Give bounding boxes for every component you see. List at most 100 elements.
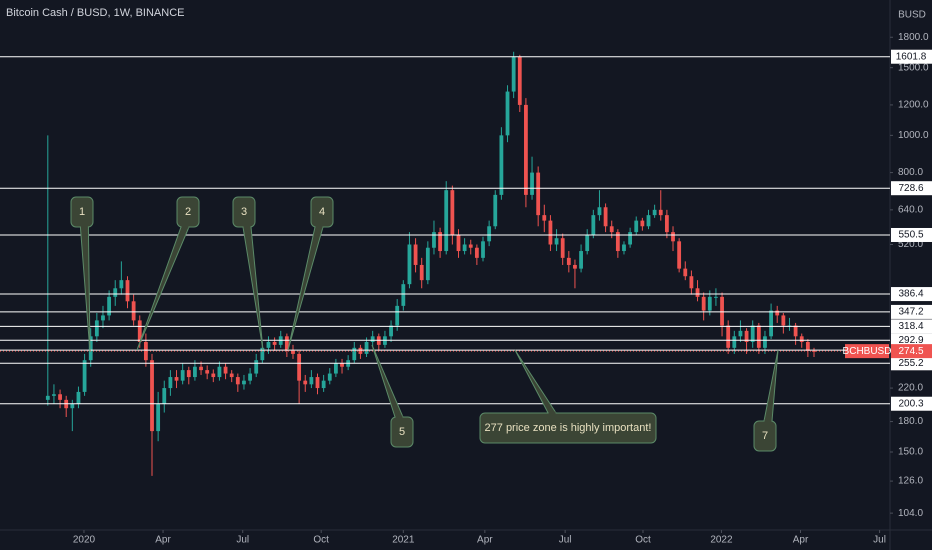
candle-body	[211, 373, 216, 378]
candle-body	[738, 330, 743, 337]
candle-body	[260, 347, 265, 361]
candle-body	[119, 280, 124, 289]
level-label-box	[891, 181, 932, 196]
x-tick-label: 2021	[392, 535, 415, 546]
candle-body	[683, 268, 688, 277]
candle-body	[781, 315, 786, 326]
y-tick-label: 150.0	[898, 447, 923, 458]
currency-label: BUSD	[898, 10, 926, 21]
x-tick-label: Jul	[559, 535, 572, 546]
candle-body	[242, 380, 246, 385]
candle-body	[284, 336, 289, 351]
level-label: 255.2	[898, 358, 923, 369]
candle-body	[101, 315, 105, 321]
candle-body	[199, 366, 203, 371]
candle-body	[591, 215, 596, 236]
candle-body	[407, 244, 412, 285]
candle-body	[628, 232, 633, 245]
candle-body	[272, 341, 277, 345]
level-label: 550.5	[898, 230, 923, 241]
candle-body	[499, 135, 504, 195]
candle-body	[94, 320, 99, 337]
candle-body	[131, 301, 136, 321]
candle-body	[113, 288, 118, 297]
candle-body	[438, 232, 442, 252]
candle-body	[524, 104, 528, 195]
candle-body	[756, 325, 761, 348]
symbol-box	[845, 344, 889, 359]
y-tick-label: 1800.0	[898, 32, 929, 43]
candle-body	[585, 235, 590, 252]
candle-body	[597, 207, 602, 216]
callout-joint	[548, 411, 556, 415]
plot-area: 1 2 3 4 5 7 277 price zone is highly important…	[0, 51, 890, 476]
candle-body	[456, 235, 461, 252]
candle-body	[291, 350, 295, 354]
callout-joint	[315, 225, 323, 229]
candle-body	[107, 296, 112, 316]
callout-joint	[395, 415, 403, 419]
candle-body	[52, 394, 56, 396]
candle-body	[622, 244, 626, 252]
candle-body	[333, 363, 338, 374]
candle-body	[180, 370, 185, 381]
candle-body	[566, 257, 571, 265]
candle-body	[744, 330, 749, 342]
level-label-box	[891, 49, 932, 64]
candle-body	[229, 373, 234, 378]
candle-body	[640, 220, 645, 227]
candle-body	[143, 341, 148, 361]
callout-text: 4	[319, 206, 325, 218]
candle-body	[505, 91, 510, 136]
candle-body	[395, 305, 400, 326]
y-tick-label: 220.0	[898, 383, 923, 394]
candle-body	[474, 247, 479, 258]
y-tick-label: 180.0	[898, 416, 923, 427]
y-tick-label: 800.0	[898, 167, 923, 178]
candle-body	[603, 207, 608, 227]
candle-body	[235, 377, 240, 385]
x-tick-label: 2022	[710, 535, 733, 546]
candle-body	[799, 336, 804, 342]
candle-body	[677, 241, 682, 269]
candle-body	[186, 370, 191, 378]
candle-body	[125, 280, 130, 302]
candle-body	[82, 360, 87, 392]
level-label: 728.6	[898, 183, 923, 194]
candle-body	[634, 220, 639, 233]
candle-body	[162, 388, 167, 404]
x-tick-label: Oct	[635, 535, 651, 546]
candle-body	[70, 403, 75, 409]
candle-body	[88, 336, 93, 361]
y-tick-label: 1500.0	[898, 62, 929, 73]
candle-body	[297, 353, 302, 381]
candle-body	[168, 377, 173, 389]
candle-body	[714, 296, 718, 298]
level-label: 292.9	[898, 335, 923, 346]
candle-body	[615, 232, 620, 252]
level-label: 200.3	[898, 398, 923, 409]
callout-joint	[80, 225, 88, 229]
level-label: 1601.8	[896, 51, 927, 62]
candle-body	[217, 366, 222, 378]
level-label-box	[891, 319, 932, 334]
candle-body	[315, 377, 320, 389]
callout-text: 5	[399, 426, 405, 438]
last-price-label: 274.5	[898, 346, 923, 357]
level-label-box	[891, 396, 932, 411]
chart-title: Bitcoin Cash / BUSD, 1W, BINANCE	[6, 7, 185, 19]
candle-body	[689, 276, 694, 289]
y-tick-label: 104.0	[898, 508, 923, 519]
candle-body	[511, 56, 516, 92]
candle-body	[450, 190, 455, 236]
candle-body	[321, 380, 326, 389]
callout-joint	[181, 225, 189, 229]
x-tick-label: Apr	[793, 535, 809, 546]
candle-body	[150, 360, 154, 432]
callout-text: 3	[241, 206, 247, 218]
level-label: 318.4	[898, 321, 923, 332]
x-tick-label: Jul	[236, 535, 249, 546]
candle-body	[487, 226, 492, 242]
candle-body	[573, 264, 577, 269]
